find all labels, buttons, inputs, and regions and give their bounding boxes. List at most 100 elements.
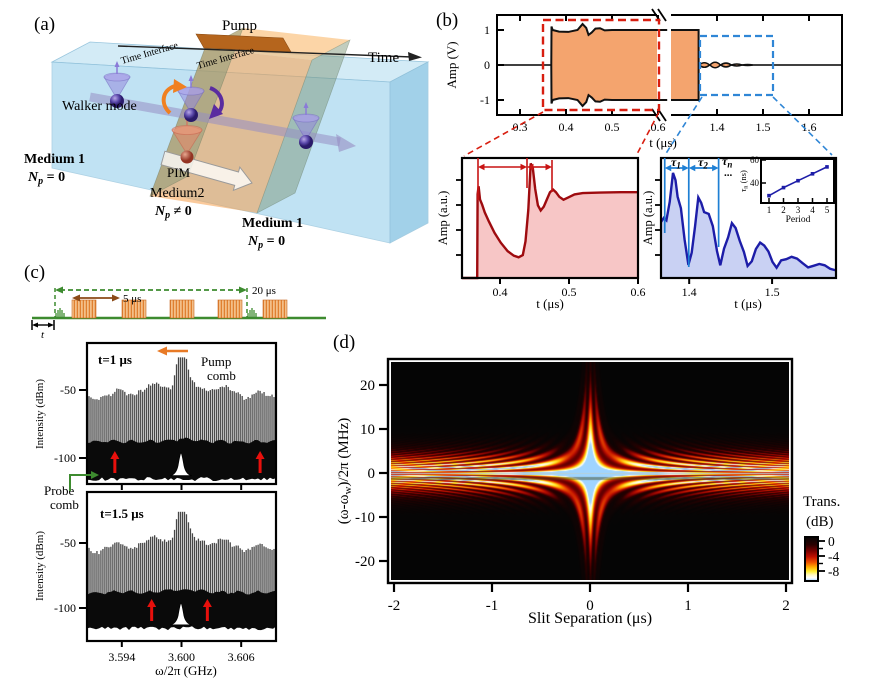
blue-trace-fill	[661, 172, 836, 278]
d-ylabel: (ω-ωw)/2π (MHz)	[336, 418, 354, 525]
taun-label: τn	[722, 154, 732, 170]
tick-label: 1.4	[682, 285, 697, 299]
colorbar-title-2: (dB)	[806, 514, 834, 530]
spin-cone-right	[292, 102, 320, 141]
spectrum-plot-t1p5: -50 -100 3.594 3.600 3.606	[54, 490, 278, 664]
tick-label: 1.5	[765, 285, 780, 299]
b-blue-zoom-inset: 1.4 1.5	[655, 156, 838, 299]
pump-pulse-block	[71, 299, 97, 319]
tick-label: 3.594	[108, 650, 135, 664]
tick-label: 0	[586, 598, 594, 614]
panel-a-schematic: (a) Time Pump Time Interface Time Interf…	[24, 14, 430, 251]
axis-break-icon	[651, 108, 661, 122]
probe-comb-arrow	[69, 474, 92, 491]
tick-label: -20	[355, 554, 375, 570]
spin-cone-left	[103, 61, 131, 100]
arrowhead-icon	[478, 163, 485, 171]
panel-b-label: (b)	[436, 10, 458, 31]
red-zoom-box	[541, 18, 661, 112]
pump-arrowhead-icon	[157, 346, 167, 356]
b-blue-ylabel: Amp (a.u.)	[641, 191, 655, 246]
inset-frame	[460, 156, 640, 280]
b-red-xlabel: t (μs)	[536, 296, 564, 311]
ringdown-lobe	[708, 61, 722, 69]
walker-beam-arrowhead-icon	[336, 134, 356, 152]
tick-label: -1	[486, 598, 499, 614]
red-connector	[635, 111, 660, 157]
tick-label: 1.4	[710, 120, 725, 134]
medium1-left-label: Medium 1	[24, 152, 85, 167]
colorbar-title-1: Trans.	[803, 494, 840, 510]
panel-c-label: (c)	[24, 262, 45, 283]
colorbar	[804, 536, 819, 582]
ringdown-lobe	[729, 63, 745, 67]
walker-ball-right	[299, 135, 313, 149]
pim-ball	[180, 150, 194, 164]
red-connector	[463, 111, 544, 157]
b-blue-xlabel: t (μs)	[734, 296, 762, 311]
arrowhead-icon	[712, 164, 719, 172]
twenty-us-label: 20 μs	[252, 285, 276, 297]
data-marker	[796, 178, 800, 183]
tick-label: -10	[355, 510, 375, 526]
pump-comb-label-2: comb	[207, 368, 236, 383]
probe-peak	[169, 602, 193, 626]
arrowhead-icon	[110, 451, 120, 459]
tick-label: 0	[828, 534, 835, 549]
blue-zoom-box	[698, 34, 775, 97]
panel-b-time-traces: (b) Amp (V) t (μs) 0.3 0.4 0.5 0.6 1.4 1.5 1.6…	[436, 8, 843, 311]
arrowhead-icon	[664, 164, 672, 172]
tick-label: 1	[484, 23, 490, 37]
tick-label: 2	[782, 598, 790, 614]
tick-label: 0.6	[631, 285, 646, 299]
panel-d-label: (d)	[333, 332, 355, 353]
tick-label: 1	[684, 598, 692, 614]
tick-label: -4	[828, 549, 839, 564]
b-xlabel: t (μs)	[649, 135, 677, 150]
tick-label: 0	[484, 58, 490, 72]
tick-label: 5	[825, 205, 830, 215]
axis-break-icon	[657, 8, 667, 22]
tick-label: 40	[750, 178, 760, 188]
spin-cone-center	[177, 75, 205, 114]
orange-arrowhead-icon	[173, 79, 187, 93]
tick-label: -50	[60, 383, 76, 397]
arrowhead-icon	[48, 322, 54, 328]
pump-pulse-block	[169, 299, 195, 319]
pulse-block-right	[671, 30, 699, 100]
pump-pulse-block	[121, 299, 147, 319]
tick-label: -8	[828, 564, 839, 579]
pulse-envelope-stroke	[550, 22, 668, 108]
time-axis	[117, 45, 413, 58]
pim-label: PIM	[167, 165, 191, 180]
arrowhead-icon	[239, 286, 247, 294]
tick-label: 1.5	[756, 120, 771, 134]
data-marker	[781, 185, 786, 190]
walker-beam	[89, 92, 341, 147]
data-marker	[825, 165, 829, 169]
pump-comb-label-1: Pump	[201, 354, 231, 369]
time-axis-title: Time	[368, 50, 399, 66]
data-marker	[810, 172, 815, 176]
tick-label: -2	[388, 598, 401, 614]
pump-label: Pump	[222, 18, 257, 34]
tick-label: -100	[54, 451, 76, 465]
tick-label: 20	[360, 378, 375, 394]
tau2-label: τ2	[698, 155, 708, 171]
b-period-ylabel: τn (ns)	[738, 170, 750, 192]
blue-connector	[664, 96, 703, 156]
ringdown-lobe	[742, 63, 753, 67]
panel-a-label: (a)	[34, 14, 55, 35]
arrowhead-icon	[32, 322, 38, 328]
medium1-right-label: Medium 1	[242, 216, 303, 231]
arrowhead-icon	[202, 599, 212, 607]
probe-comb-label-2: comb	[50, 497, 79, 512]
five-us-label: 5 μs	[123, 293, 141, 305]
probe-comb-label-1: Probe	[44, 483, 75, 498]
pump-pulse-block	[262, 299, 288, 319]
pulse-train-schematic: 20 μs 5 μs t	[31, 285, 326, 341]
taun-dots: ...	[724, 167, 733, 179]
plot1-title: t=1 μs	[98, 352, 132, 367]
